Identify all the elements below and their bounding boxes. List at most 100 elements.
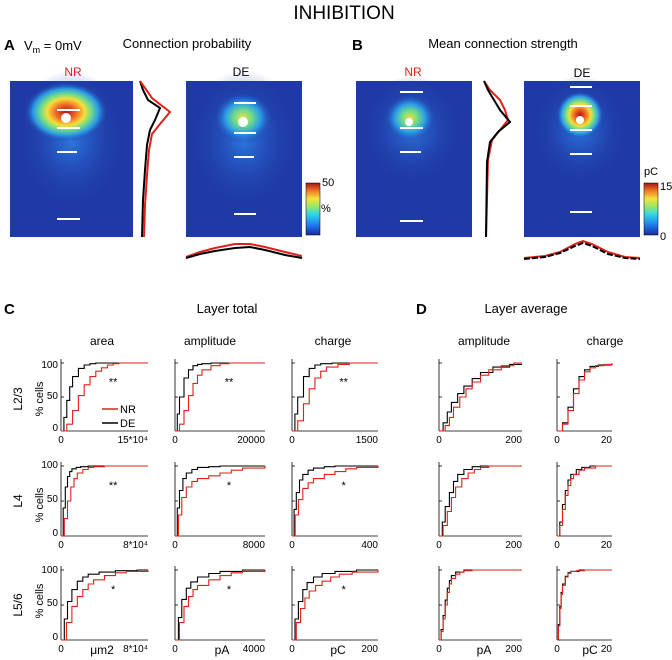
plot-l4-amplitude-significance: * bbox=[227, 480, 232, 492]
plot-l4-area-series-nr bbox=[61, 465, 148, 537]
row-ylabel-l23: % cells bbox=[34, 381, 46, 416]
x-unit-amplitude: pA bbox=[215, 643, 230, 657]
panel-a-de-heatmap bbox=[186, 70, 302, 237]
panel-b-colorbar-unit: pC bbox=[644, 166, 658, 178]
plot-l4-avg-amplitude: 0 200 bbox=[436, 462, 522, 551]
row-label-l23: L2/3 bbox=[11, 387, 25, 411]
y-ticks-row1: 100 50 0 bbox=[41, 360, 58, 434]
plot-l56-area-x-tick-min: 0 bbox=[58, 644, 64, 655]
y-tick-50-r1: 50 bbox=[47, 391, 59, 402]
plot-l4-area-series-de bbox=[61, 465, 148, 537]
panel-c-column-charge: charge bbox=[315, 334, 352, 348]
plot-l23-avg-charge: 0 20 bbox=[554, 359, 613, 446]
plot-l56-charge-x-tick-min: 0 bbox=[289, 644, 295, 655]
vm-label: Vm = 0mV bbox=[24, 38, 82, 55]
plot-l56-amplitude-x-tick-min: 0 bbox=[172, 644, 178, 655]
plot-l23-avg-amplitude-x-tick-min: 0 bbox=[436, 435, 442, 446]
plot-l23-charge-x-tick-min: 0 bbox=[289, 435, 295, 446]
plot-l4-amplitude-x-tick-min: 0 bbox=[172, 540, 178, 551]
plot-l56-amplitude-series-de bbox=[175, 569, 265, 641]
y-tick-0-r1: 0 bbox=[52, 423, 58, 434]
panel-d-column-charge: charge bbox=[587, 334, 624, 348]
panel-b-nr-heatmap bbox=[356, 75, 472, 237]
plot-l23-avg-amplitude-x-tick-max: 200 bbox=[505, 435, 522, 446]
plot-l4-avg-amplitude-series-nr bbox=[439, 465, 522, 537]
plot-l56-amplitude-significance: * bbox=[227, 584, 232, 596]
panel-c-column-area: area bbox=[90, 334, 114, 348]
plot-l23-amplitude-x-tick-max: 20000 bbox=[237, 435, 265, 446]
y-ticks-row3: 100 50 0 bbox=[41, 565, 58, 643]
plot-l4-charge-x-tick-min: 0 bbox=[289, 540, 295, 551]
panel-a-colorbar: 50 % bbox=[305, 177, 334, 236]
plot-l23-amplitude-series-de bbox=[175, 362, 265, 432]
plot-l56-avg-amplitude-series-nr bbox=[439, 569, 522, 641]
plot-l23-amplitude-significance: ** bbox=[225, 376, 234, 388]
plot-l56-area-significance: * bbox=[111, 584, 116, 596]
plot-l4-charge-x-tick-max: 400 bbox=[361, 540, 378, 551]
plot-l4-charge-series-nr bbox=[292, 466, 379, 537]
plot-l4-avg-amplitude-x-tick-min: 0 bbox=[436, 540, 442, 551]
plot-l4-charge-series-de bbox=[292, 465, 378, 537]
plot-l23-area-significance: ** bbox=[109, 376, 118, 388]
plot-l4-amplitude: 0 8000 * bbox=[172, 462, 266, 551]
panel-c-letter: C bbox=[4, 301, 15, 318]
plot-l4-avg-charge-x-tick-min: 0 bbox=[554, 540, 560, 551]
legend-nr: NR bbox=[120, 404, 136, 416]
y-tick-50-r2: 50 bbox=[47, 494, 59, 505]
panel-b-colorbar-min: 0 bbox=[660, 231, 666, 243]
plot-l23-charge-series-de bbox=[292, 362, 378, 432]
plot-l23-charge-x-tick-max: 1500 bbox=[356, 435, 379, 446]
plot-l56-charge-x-tick-max: 200 bbox=[361, 644, 378, 655]
plot-l23-avg-charge-x-tick-min: 0 bbox=[554, 435, 560, 446]
y-tick-50-r3: 50 bbox=[47, 598, 59, 609]
panel-a-nr-heatmap bbox=[10, 70, 133, 237]
panel-b-colorbar: pC 15 0 bbox=[643, 166, 672, 243]
plot-l4-amplitude-x-tick-max: 8000 bbox=[243, 540, 266, 551]
plot-l23-avg-charge-series-nr bbox=[557, 363, 613, 432]
panel-b-de-heatmap bbox=[524, 75, 640, 237]
plot-l23-avg-amplitude: 0 200 bbox=[436, 359, 522, 446]
row-ylabel-l4: % cells bbox=[34, 487, 46, 522]
panel-b-title: Mean connection strength bbox=[428, 36, 578, 51]
plot-l4-amplitude-series-nr bbox=[175, 466, 266, 537]
vm-label-sub: m bbox=[33, 45, 41, 55]
plot-l56-amplitude-x-tick-max: 4000 bbox=[243, 644, 266, 655]
plot-l56-avg-charge: 0 20 bbox=[554, 566, 612, 655]
legend: NR DE bbox=[102, 404, 136, 430]
x-unit-area: μm2 bbox=[90, 643, 114, 657]
plot-l23-amplitude-x-tick-min: 0 bbox=[172, 435, 178, 446]
plot-l23-charge-series-nr bbox=[292, 362, 378, 432]
panel-b-colorbar-max: 15 bbox=[660, 181, 672, 193]
plot-l4-charge: 0 400 * bbox=[289, 462, 379, 551]
plot-l4-charge-significance: * bbox=[341, 480, 346, 492]
y-ticks-row2: 100 50 0 bbox=[41, 460, 58, 539]
y-tick-100-r2: 100 bbox=[41, 460, 58, 471]
panel-b-horizontal-profile bbox=[523, 239, 641, 260]
figure-title: INHIBITION bbox=[293, 3, 394, 24]
plot-l23-charge-significance: ** bbox=[339, 376, 348, 388]
plot-l56-avg-charge-x-tick-max: 20 bbox=[601, 644, 613, 655]
plot-l23-avg-amplitude-series-de bbox=[439, 363, 522, 432]
plot-l56-amplitude-series-nr bbox=[175, 570, 266, 641]
plot-l23-avg-charge-x-tick-max: 20 bbox=[601, 435, 613, 446]
plot-l23-amplitude-series-nr bbox=[175, 362, 265, 432]
plot-l23-avg-amplitude-series-nr bbox=[439, 362, 522, 432]
plot-l23-area-x-tick-max: 15*10⁴ bbox=[118, 435, 148, 446]
plot-l4-area: 0 8*10⁴ ** bbox=[58, 462, 148, 551]
plot-l56-area-x-tick-max: 8*10⁴ bbox=[123, 644, 148, 655]
plot-l4-avg-amplitude-series-de bbox=[439, 465, 522, 537]
row-label-l56: L5/6 bbox=[11, 593, 25, 617]
plot-l56-area-series-nr bbox=[61, 570, 149, 641]
panel-c-column-amplitude: amplitude bbox=[184, 334, 236, 348]
y-tick-100-r1: 100 bbox=[41, 360, 58, 371]
x-unit-avg-amplitude: pA bbox=[477, 643, 492, 657]
panel-d-letter: D bbox=[416, 301, 427, 318]
row-ylabel-l56: % cells bbox=[34, 583, 46, 618]
row-label-l4: L4 bbox=[11, 494, 25, 508]
plot-l56-area-series-de bbox=[61, 569, 148, 641]
plot-l56-avg-amplitude-x-tick-max: 200 bbox=[505, 644, 522, 655]
panel-a-title: Connection probability bbox=[123, 36, 252, 51]
plot-l4-area-significance: ** bbox=[109, 480, 118, 492]
vm-label-value: = 0mV bbox=[40, 38, 82, 53]
